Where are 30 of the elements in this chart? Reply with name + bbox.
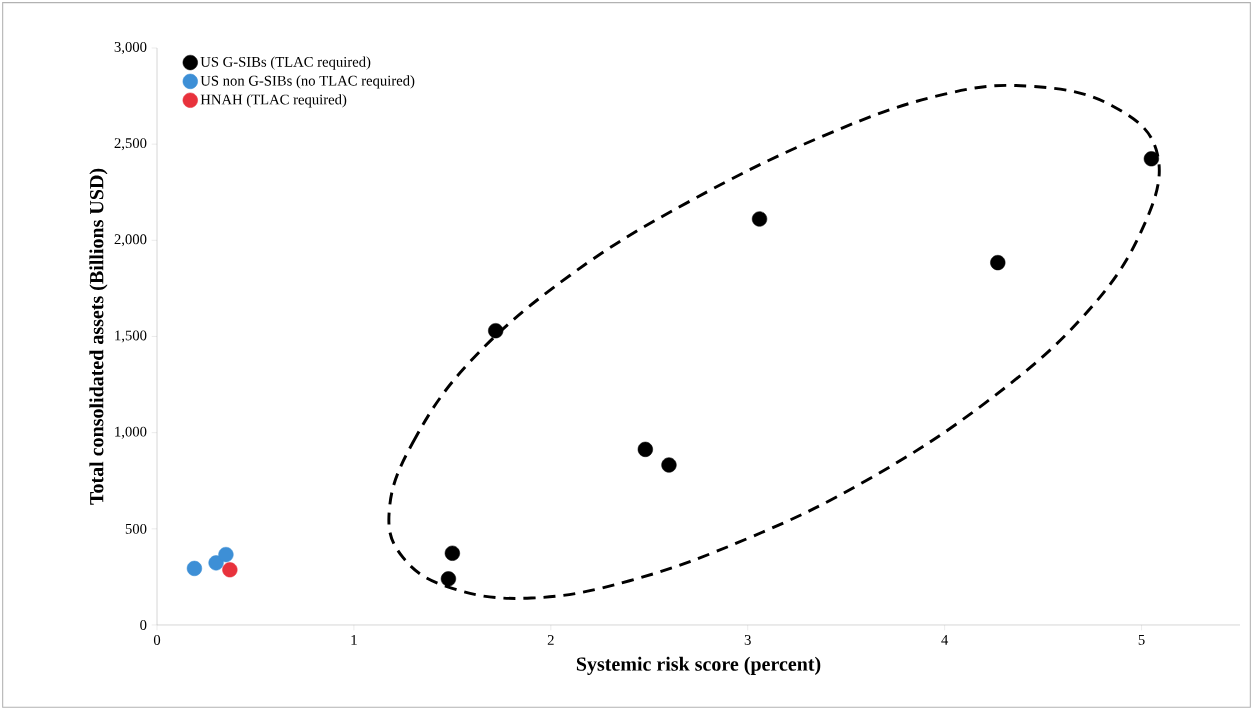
y-tick-label: 0: [140, 620, 147, 630]
point: [208, 555, 224, 571]
point: [1143, 151, 1159, 167]
point: [990, 255, 1006, 271]
legend-label: US G-SIBs (TLAC required): [200, 56, 371, 70]
x-tick-label: 0: [153, 635, 161, 645]
y-tick-label: 2,500: [114, 138, 147, 151]
point: [222, 562, 238, 578]
y-tick-label: 1,000: [115, 426, 147, 439]
point: [751, 211, 768, 227]
point: [637, 441, 653, 457]
x-axis-title: Systemic risk score (percent): [576, 656, 821, 675]
point: [444, 545, 460, 561]
y-axis-title: Total consolidated assets (Billions USD): [89, 168, 108, 505]
y-tick-label: 1,500: [115, 330, 147, 343]
point: [661, 457, 677, 473]
legend-label: HNAH (TLAC required): [200, 94, 347, 108]
x-tick-label: 4: [941, 635, 949, 645]
y-tick-label: 2,000: [114, 234, 147, 247]
y-tick-label: 3,000: [114, 42, 147, 54]
legend-label: US non G-SIBs (no TLAC required): [200, 75, 415, 89]
x-tick-label: 5: [1138, 635, 1145, 645]
x-tick-label: 1: [351, 635, 357, 645]
point: [488, 323, 504, 339]
x-tick-label: 2: [547, 635, 554, 645]
x-tick-label: 3: [744, 635, 751, 645]
point: [186, 560, 203, 577]
y-tick-label: 500: [125, 523, 147, 534]
point: [218, 546, 234, 563]
point: [440, 571, 457, 587]
